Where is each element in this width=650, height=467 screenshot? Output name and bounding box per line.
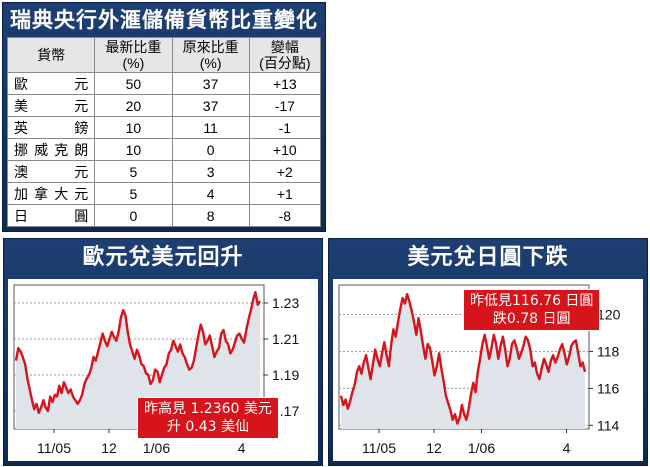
x-tick-label: 11/05: [37, 440, 71, 456]
chart-annotation: 昨低見116.76 日圓 跌0.78 日圓: [463, 289, 601, 331]
reserve-table: 貨幣 最新比重 (%) 原來比重 (%) 變幅 (百分點) 歐元 50 37 +13 美元 20 37-…: [6, 37, 322, 227]
table-row: 英鎊 10 11 -1: [6, 116, 322, 139]
eurusd-plot-area: 1.17 1.19 1.21 1.23 11/05 12 1/06 4 昨高見 1.2360 …: [8, 279, 318, 461]
table-row: 日圓 0 8 -8: [6, 204, 322, 227]
column-header-unit: (%): [122, 55, 145, 71]
column-header: 貨幣: [6, 37, 96, 73]
x-tick-label: 11/05: [362, 440, 396, 456]
table-header-row: 貨幣 最新比重 (%) 原來比重 (%) 變幅 (百分點): [6, 37, 322, 73]
cell-previous: 37: [171, 72, 250, 95]
cell-change: -17: [248, 94, 322, 117]
column-header-unit: (%): [199, 55, 222, 71]
annotation-line-2: 升 0.43 美仙: [166, 419, 249, 435]
cell-latest: 10: [94, 116, 173, 139]
annotation-line-1: 昨高見 1.2360 美元: [144, 401, 272, 417]
cell-currency: 英鎊: [6, 116, 96, 139]
annotation-line-1: 昨低見116.76 日圓: [470, 293, 594, 309]
column-header-label: 最新比重: [105, 39, 162, 55]
y-tick-label: 1.21: [272, 331, 299, 347]
x-tick-label: 1/06: [143, 440, 170, 456]
cell-currency: 澳元: [6, 160, 96, 183]
usdjpy-chart-panel: 美元兌日圓下跌 114 116 118 120 11/05 12 1/06 4 昨低見116.…: [328, 238, 648, 466]
cell-previous: 37: [171, 94, 250, 117]
column-header-label: 貨幣: [37, 47, 66, 63]
column-header: 最新比重 (%): [94, 37, 173, 73]
x-tick-label: 4: [238, 440, 246, 456]
series-line: [14, 290, 262, 415]
y-tick-label: 118: [597, 343, 620, 359]
table-title: 瑞典央行外滙儲備貨幣比重變化: [10, 8, 318, 32]
column-header-label: 原來比重: [182, 39, 239, 55]
column-header: 原來比重 (%): [171, 37, 250, 73]
y-tick-label: 116: [597, 380, 620, 396]
table-row: 加拿大元 5 4 +1: [6, 182, 322, 205]
series-line: [339, 292, 587, 425]
cell-previous: 4: [171, 182, 250, 205]
chart-annotation: 昨高見 1.2360 美元 升 0.43 美仙: [137, 397, 279, 439]
series-area: [341, 294, 585, 429]
cell-change: +1: [248, 182, 322, 205]
x-tick-label: 4: [563, 440, 571, 456]
cell-change: +13: [248, 72, 322, 95]
table-row: 美元 20 37 -17: [6, 94, 322, 117]
y-tick-label: 1.23: [272, 295, 299, 311]
column-header-label: 變幅: [270, 39, 299, 55]
cell-latest: 0: [94, 204, 173, 227]
cell-latest: 10: [94, 138, 173, 161]
table-row: 澳元 5 3 +2: [6, 160, 322, 183]
eurusd-chart-panel: 歐元兌美元回升 1.17 1.19 1.21 1.23 11/05 12 1/06 4 昨高見…: [3, 238, 323, 466]
cell-change: -1: [248, 116, 322, 139]
column-header-unit: (百分點): [259, 55, 311, 71]
table-row: 挪威克朗 10 0 +10: [6, 138, 322, 161]
x-tick-label: 12: [426, 440, 442, 456]
cell-currency: 加拿大元: [6, 182, 96, 205]
cell-change: +2: [248, 160, 322, 183]
cell-currency: 日圓: [6, 204, 96, 227]
series-area: [16, 292, 260, 429]
x-tick-label: 12: [101, 440, 117, 456]
column-header: 變幅 (百分點): [248, 37, 322, 73]
cell-previous: 8: [171, 204, 250, 227]
cell-latest: 5: [94, 182, 173, 205]
cell-currency: 挪威克朗: [6, 138, 96, 161]
reserve-table-panel: 瑞典央行外滙儲備貨幣比重變化 貨幣 最新比重 (%) 原來比重 (%) 變幅 (百分點) 歐…: [2, 2, 326, 232]
table-row: 歐元 50 37 +13: [6, 72, 322, 95]
cell-change: -8: [248, 204, 322, 227]
cell-latest: 20: [94, 94, 173, 117]
chart-title: 美元兌日圓下跌: [407, 245, 569, 270]
cell-previous: 3: [171, 160, 250, 183]
usdjpy-plot-area: 114 116 118 120 11/05 12 1/06 4 昨低見116.76 日圓 跌0…: [333, 279, 643, 461]
cell-change: +10: [248, 138, 322, 161]
cell-currency: 美元: [6, 94, 96, 117]
y-tick-label: 114: [597, 417, 620, 433]
cell-latest: 50: [94, 72, 173, 95]
y-tick-label: 120: [597, 307, 621, 323]
x-tick-label: 1/06: [468, 440, 495, 456]
cell-currency: 歐元: [6, 72, 96, 95]
cell-latest: 5: [94, 160, 173, 183]
table-body: 歐元 50 37 +13 美元 20 37 -17 英鎊 10 11 -1 挪威克朗 10 0 +10 澳元 5 3…: [6, 72, 322, 227]
y-tick-label: 1.19: [272, 367, 299, 383]
annotation-line-2: 跌0.78 日圓: [492, 311, 571, 327]
cell-previous: 0: [171, 138, 250, 161]
chart-title: 歐元兌美元回升: [82, 245, 244, 270]
cell-previous: 11: [171, 116, 250, 139]
